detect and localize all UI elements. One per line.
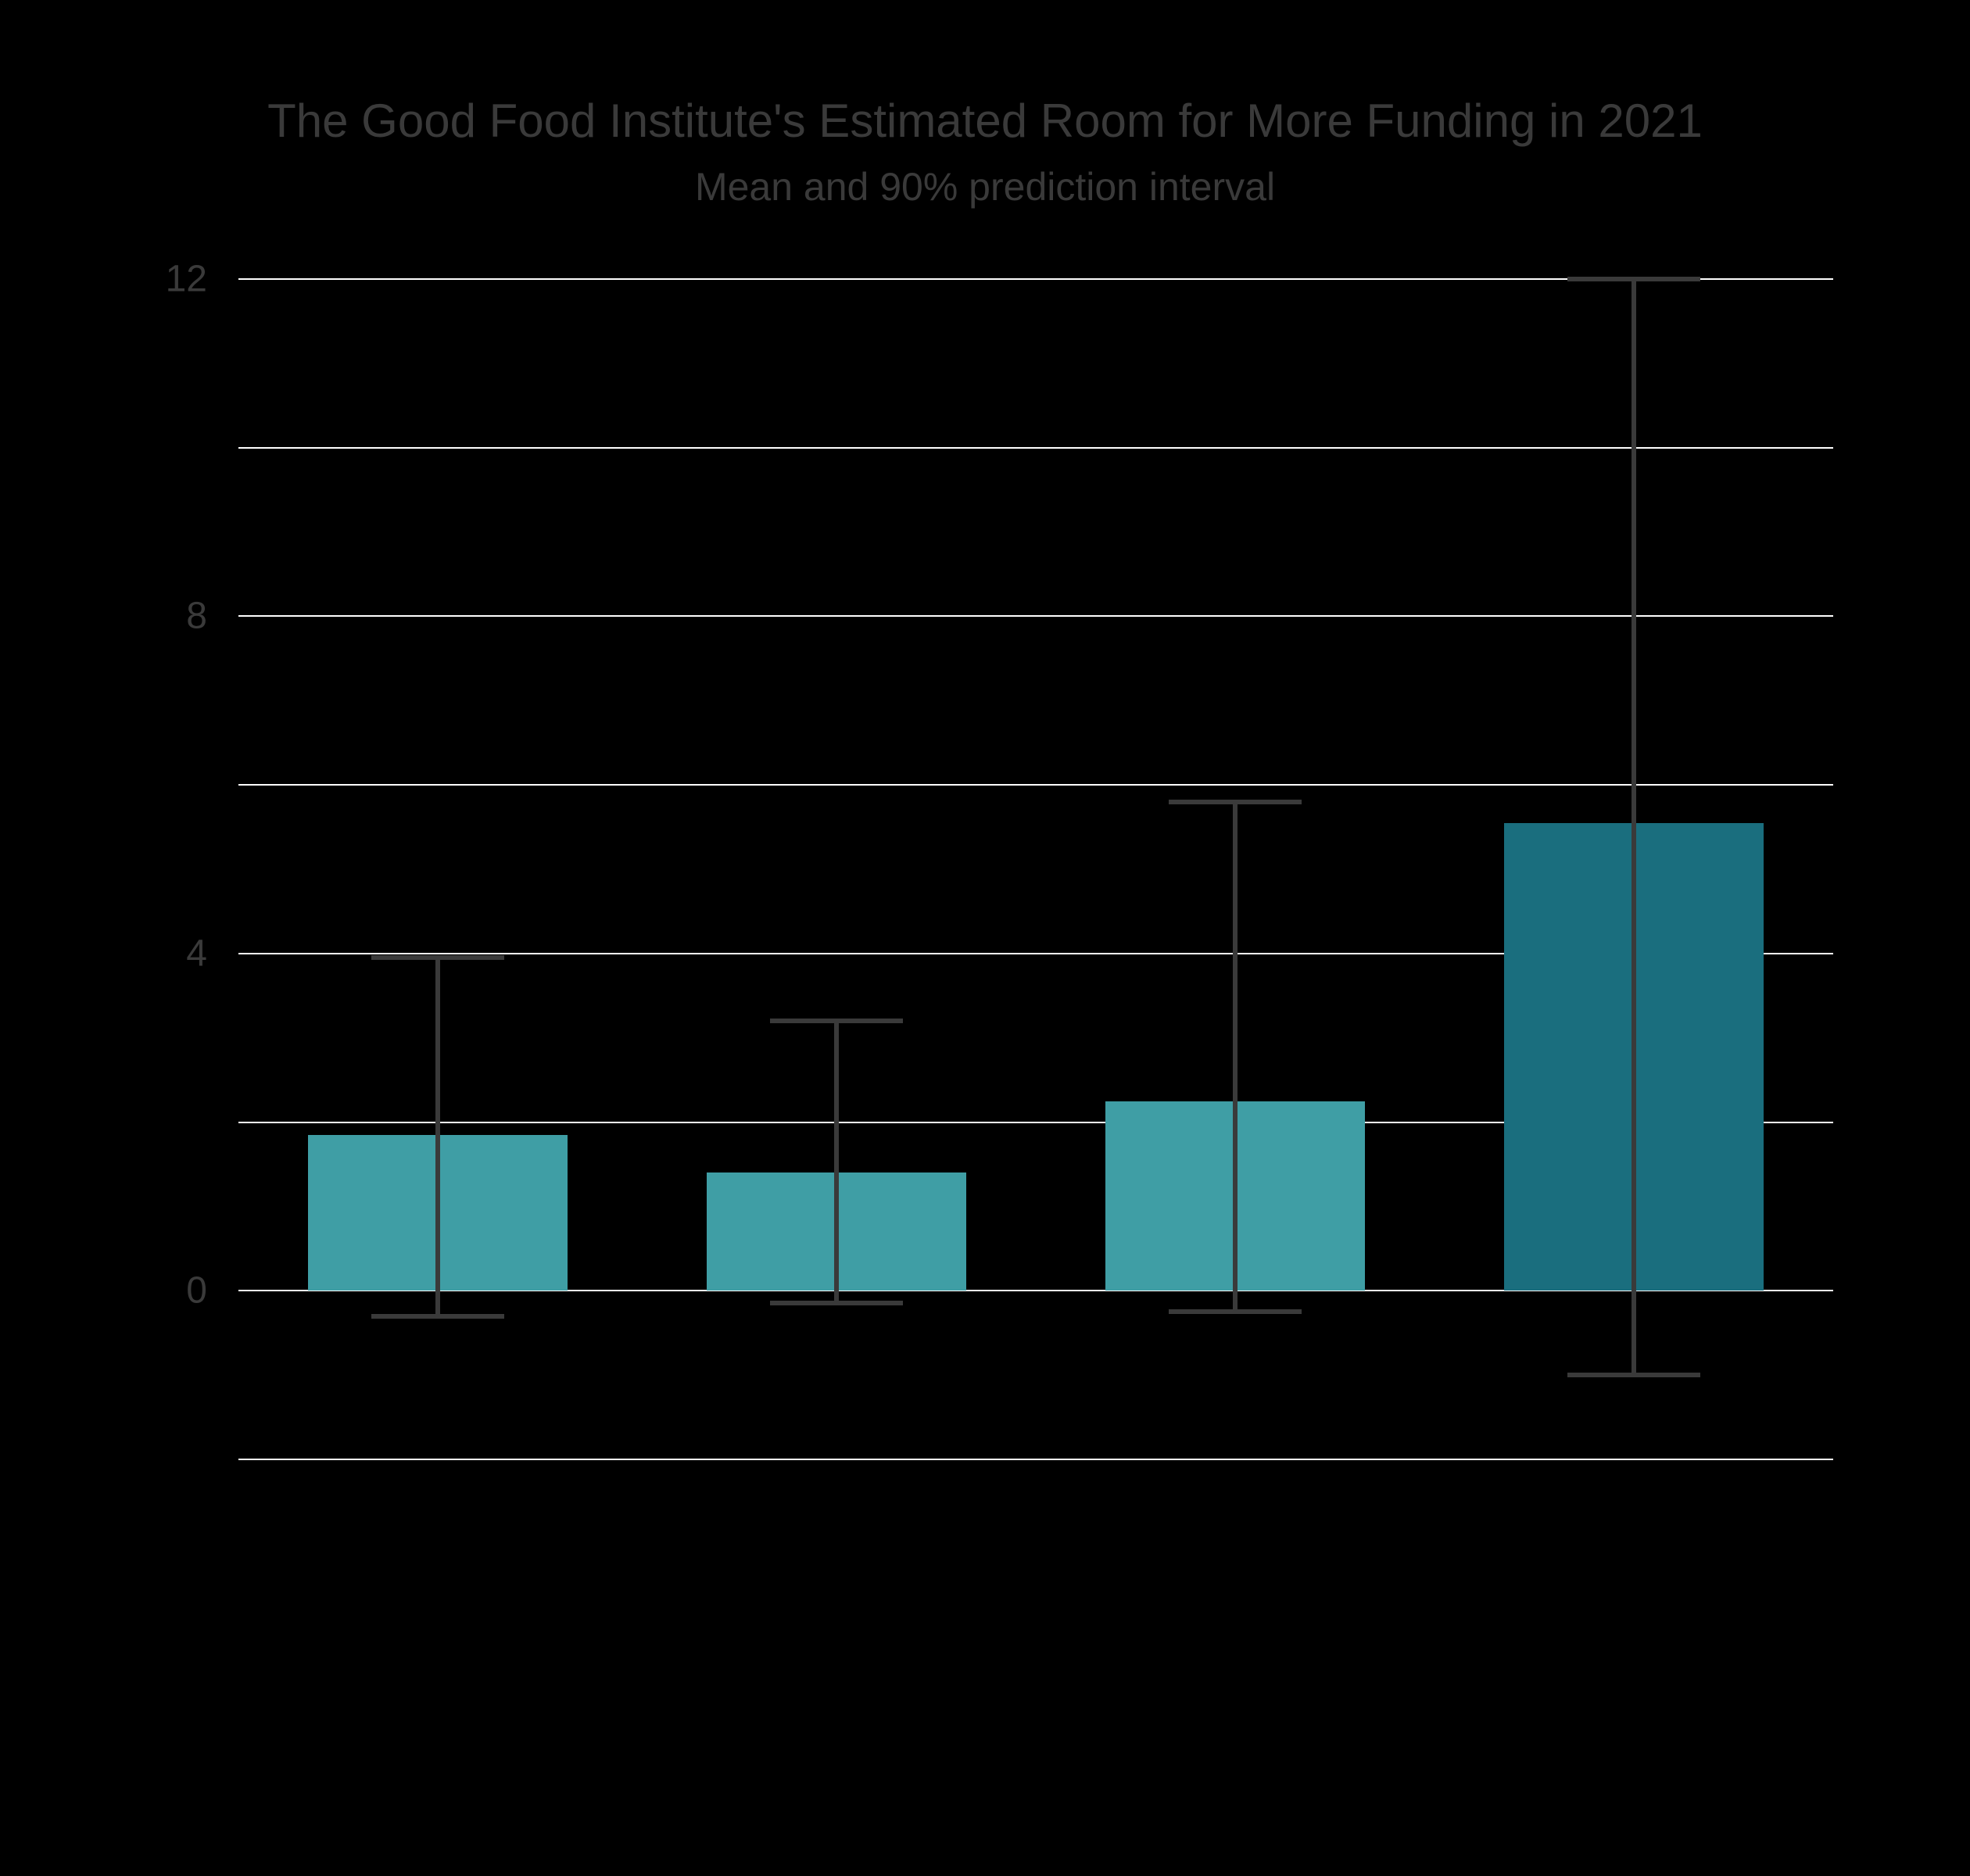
y-tick-label: 4 [0,932,207,975]
error-bar-cap-bottom [1169,1309,1302,1314]
y-tick-label: 8 [0,595,207,638]
chart-container: The Good Food Institute's Estimated Room… [0,0,1970,1876]
chart-subtitle: Mean and 90% prediction interval [0,164,1970,209]
chart-title: The Good Food Institute's Estimated Room… [0,94,1970,148]
error-bar-cap-bottom [1567,1373,1700,1377]
gridline [238,447,1833,449]
error-bar-cap-bottom [371,1314,504,1319]
gridline [238,1459,1833,1460]
y-tick-label: 0 [0,1269,207,1312]
error-bar-line [435,958,440,1316]
error-bar-cap-top [1169,800,1302,804]
plot-area [238,279,1833,1459]
error-bar-cap-top [371,955,504,960]
error-bar-line [834,1021,839,1303]
error-bar-cap-top [770,1019,903,1023]
error-bar-cap-bottom [770,1301,903,1305]
error-bar-line [1632,279,1636,1375]
gridline [238,615,1833,617]
y-tick-label: 12 [0,258,207,301]
error-bar-cap-top [1567,277,1700,281]
error-bar-line [1233,802,1238,1312]
gridline [238,784,1833,786]
